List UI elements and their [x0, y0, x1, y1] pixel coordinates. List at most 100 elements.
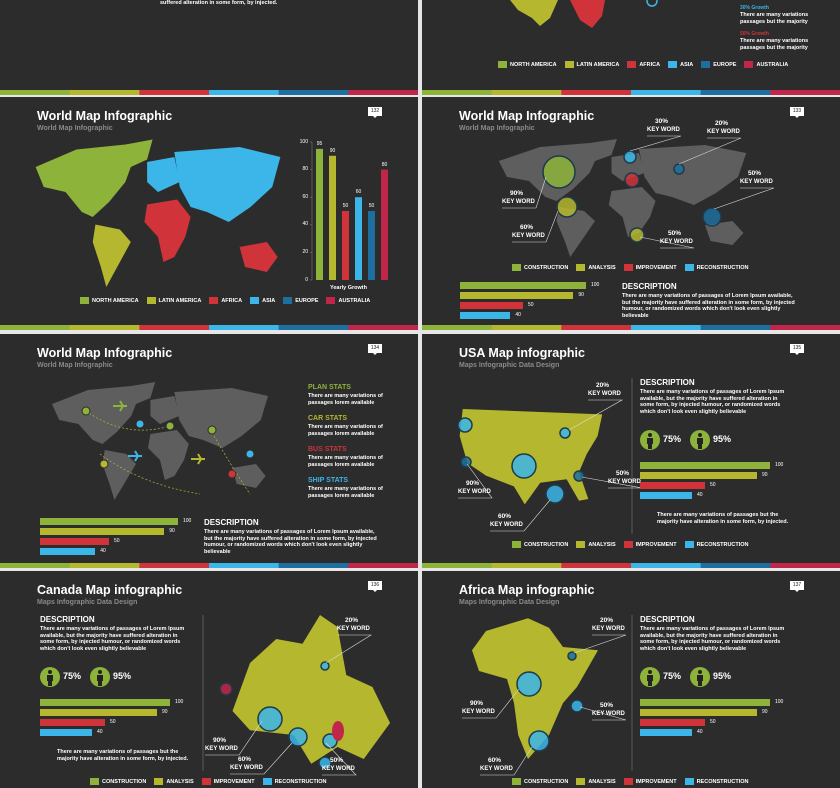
callout-value: 20% — [596, 382, 610, 389]
callout-line — [205, 720, 263, 756]
callout-line — [325, 634, 373, 664]
person-head — [48, 670, 52, 674]
legend: CONSTRUCTION ANALYSIS IMPROVEMENT RECONSTRU… — [512, 541, 749, 548]
stripe — [209, 325, 280, 330]
bar — [640, 699, 770, 706]
value-label: 50 — [342, 203, 349, 209]
callout-value: 20% — [600, 617, 614, 624]
bubble — [673, 163, 685, 175]
person-body — [47, 675, 53, 686]
bar-value: 100 — [775, 462, 784, 468]
stripe — [631, 563, 702, 568]
legend-swatch — [201, 778, 211, 785]
legend-swatch — [627, 61, 637, 68]
legend-item: AFRICA — [209, 297, 242, 304]
slide-graphics — [422, 0, 840, 95]
body-text: suffered alteration in some form, by inj… — [160, 0, 278, 6]
legend-label: CONSTRUCTION — [524, 264, 569, 271]
legend-item: AUSTRALIA — [744, 61, 788, 68]
page-number: 137 — [792, 582, 802, 588]
slide-subtitle: World Map Infographic — [37, 125, 113, 132]
slide: World Map Infographic World Map Infograph… — [0, 334, 418, 568]
bubble — [567, 651, 577, 661]
slide-title: USA Map infographic — [459, 346, 585, 360]
legend-swatch — [512, 778, 521, 785]
bar-value: 40 — [515, 312, 521, 318]
continent — [92, 224, 131, 287]
callout-label: KEY WORD — [707, 129, 740, 135]
legend-swatch — [576, 778, 586, 785]
legend-label: CONSTRUCTION — [524, 778, 569, 785]
callout-line — [573, 634, 627, 654]
page-badge — [790, 107, 804, 118]
bar-value: 50 — [110, 719, 116, 725]
page-badge — [790, 581, 804, 592]
legend-item: EUROPE — [283, 297, 318, 304]
callout-label: KEY WORD — [740, 179, 773, 185]
stripe — [770, 90, 840, 95]
bar — [460, 292, 574, 299]
legend-swatch — [684, 778, 694, 785]
callout-label: KEY WORD — [608, 479, 641, 485]
callout-label: KEY WORD — [588, 391, 621, 397]
legend-item: AUSTRALIA — [326, 297, 370, 304]
legend-swatch — [744, 61, 754, 68]
stripe — [561, 90, 632, 95]
continent — [239, 242, 278, 272]
callout-line — [458, 463, 493, 499]
continent — [150, 396, 180, 424]
stripe — [631, 90, 702, 95]
map-dot — [165, 421, 175, 431]
continent — [174, 147, 281, 222]
bar-value: 100 — [175, 699, 184, 705]
legend-label: ANALYSIS — [166, 778, 194, 785]
bar — [381, 169, 388, 280]
page-number: 132 — [370, 108, 380, 114]
continent — [35, 139, 153, 217]
callout-value: 60% — [498, 513, 512, 520]
icon-value: 95% — [713, 671, 732, 681]
bubble — [573, 470, 585, 482]
bar-value: 50 — [528, 302, 534, 308]
callout-label: KEY WORD — [647, 127, 680, 133]
bar-value: 40 — [697, 492, 703, 498]
stripe — [700, 563, 771, 568]
bar-value: 40 — [697, 729, 703, 735]
value-label: 80 — [381, 161, 388, 168]
person-body — [97, 675, 103, 686]
callout-line — [230, 742, 293, 775]
stat-text: There are many variations of passages lo… — [308, 486, 383, 499]
stripe — [278, 325, 349, 330]
bubble — [629, 227, 645, 243]
description-text: There are many variations of passages of… — [622, 293, 795, 319]
bar — [329, 155, 336, 280]
callout-value: 90% — [510, 190, 524, 197]
bar — [640, 709, 757, 716]
slide: suffered alteration in some form, by inj… — [0, 0, 418, 95]
page-badge — [368, 581, 382, 592]
bar-value: 90 — [762, 472, 768, 478]
legend-swatch — [80, 297, 89, 304]
stat-label: CAR STATS — [308, 415, 348, 422]
legend-item: AFRICA — [627, 61, 660, 68]
bubble — [219, 682, 233, 696]
legend-swatch — [623, 778, 633, 785]
note-text: There are many variations passages but t… — [740, 12, 809, 25]
callout-label: KEY WORD — [502, 199, 535, 205]
slide-graphics — [40, 581, 390, 776]
legend-item: ASIA — [668, 61, 693, 68]
callout-label: KEY WORD — [480, 766, 513, 772]
slide-title: Africa Map infographic — [459, 583, 595, 597]
slide-subtitle: Maps Infographic Data Design — [459, 362, 560, 369]
slide-graphics — [462, 581, 804, 776]
bar — [355, 197, 362, 280]
stripe — [209, 90, 280, 95]
callout-label: KEY WORD — [512, 233, 545, 239]
stripe — [422, 325, 493, 330]
slide: Canada Map infographic Maps Infographic D… — [0, 571, 418, 788]
legend-swatch — [564, 61, 574, 68]
page-number: 133 — [792, 108, 802, 114]
person-head — [698, 670, 702, 674]
slide-subtitle: Maps Infographic Data Design — [459, 599, 560, 606]
icon-value: 75% — [63, 671, 82, 681]
